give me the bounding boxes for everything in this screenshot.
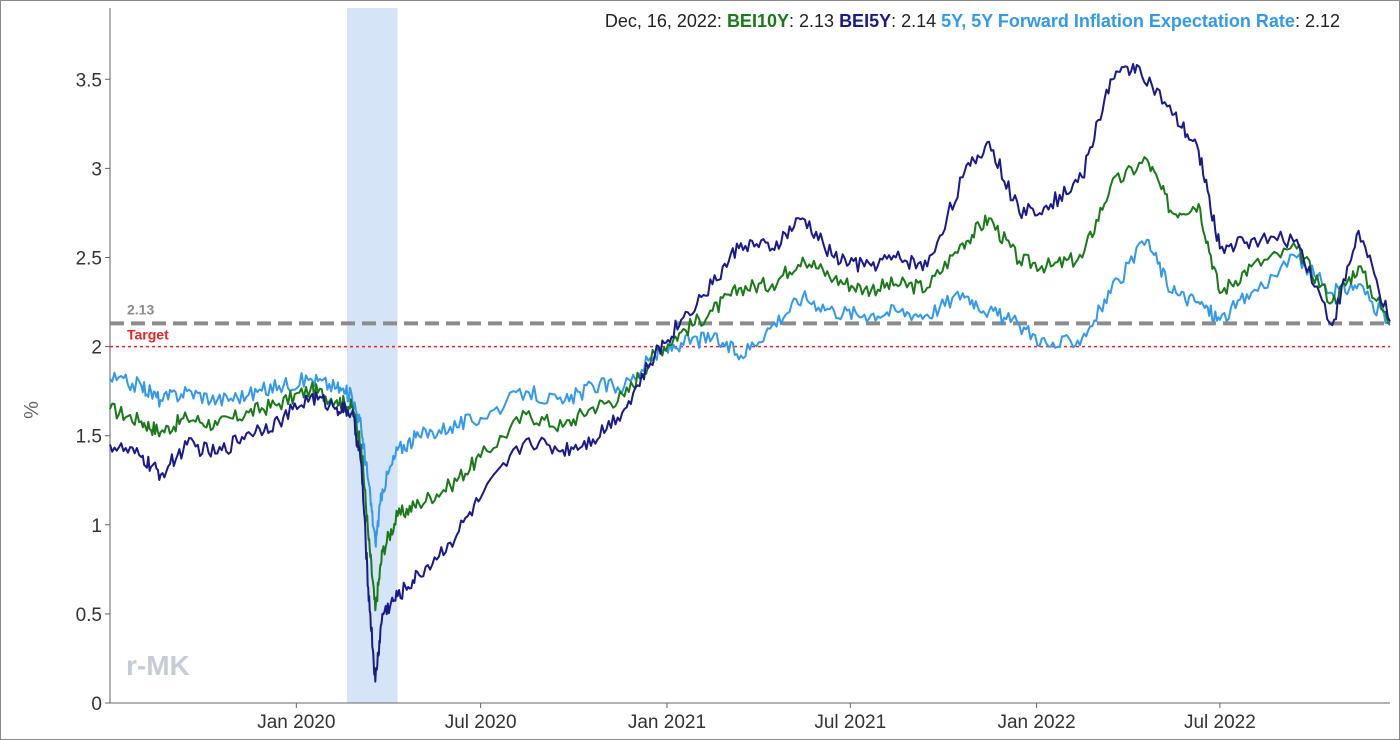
header-item-value: 2.14	[901, 11, 936, 31]
y-tick-label: 3	[91, 159, 102, 180]
y-tick-label: 0.5	[76, 605, 102, 626]
y-tick-label: 1	[91, 516, 102, 537]
series-line-bei5y	[109, 63, 1391, 683]
y-tick-label: 0	[91, 694, 102, 715]
reference-line-label: 2.13	[127, 301, 154, 317]
header-item-name: BEI5Y	[839, 11, 891, 31]
recession-shade	[346, 8, 398, 703]
reference-lines-layer: 2.13 Target	[110, 301, 1390, 348]
x-tick-label: Jan 2020	[257, 712, 335, 733]
header-readout: Dec, 16, 2022: BEI10Y: 2.13 BEI5Y: 2.14 …	[605, 11, 1340, 31]
series-layer	[109, 63, 1391, 683]
header-item-name: BEI10Y	[727, 11, 789, 31]
y-tick-label: 2.5	[76, 248, 102, 269]
y-tick-label: 3.5	[76, 70, 102, 91]
header-sep: :	[717, 11, 727, 31]
axes-layer: 0 0.5 1 1.5 2 2.5 3 3.5 Jan 2020 Jul 2020 Jan 2021…	[76, 8, 1390, 733]
y-tick-label: 1.5	[76, 427, 102, 448]
y-axis-title: %	[21, 401, 43, 419]
x-tick-label: Jul 2020	[445, 712, 517, 733]
series-line-forward-5y5y	[109, 238, 1391, 548]
watermark: r-MK	[126, 650, 190, 681]
x-tick-label: Jul 2021	[814, 712, 886, 733]
header-item-value: 2.13	[799, 11, 834, 31]
reference-line-label: Target	[127, 327, 169, 343]
x-tick-label: Jul 2022	[1184, 712, 1256, 733]
x-tick-label: Jan 2022	[997, 712, 1075, 733]
header-date: Dec, 16, 2022	[605, 11, 717, 31]
header-item-value: 2.12	[1305, 11, 1340, 31]
series-line-bei10y	[109, 156, 1391, 612]
header-item-name: 5Y, 5Y Forward Inflation Expectation Rat…	[941, 11, 1295, 31]
x-tick-label: Jan 2021	[628, 712, 706, 733]
y-tick-label: 2	[91, 338, 102, 359]
shaded-region-layer	[346, 8, 398, 703]
